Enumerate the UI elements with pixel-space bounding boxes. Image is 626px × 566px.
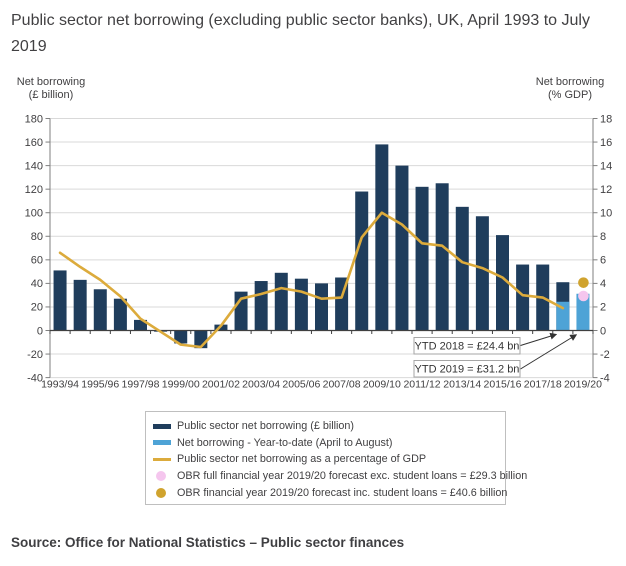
legend: Public sector net borrowing (£ billion) N… bbox=[145, 411, 527, 505]
bar-1994/95 bbox=[73, 279, 87, 331]
bar-2014/15 bbox=[475, 216, 489, 331]
right-axis-unit-line1: Net borrowing bbox=[535, 76, 605, 88]
svg-text:6: 6 bbox=[600, 255, 606, 267]
svg-text:120: 120 bbox=[25, 184, 43, 196]
svg-text:-40: -40 bbox=[27, 372, 43, 384]
obr-forecast-dot bbox=[578, 290, 589, 302]
annotation-2019-20: YTD 2019 = £31.2 bn bbox=[413, 334, 578, 378]
forecast-dot-swatch-icon bbox=[156, 471, 166, 482]
svg-text:0: 0 bbox=[37, 325, 43, 337]
bar-1993/94 bbox=[53, 270, 67, 331]
bar-2010/11 bbox=[395, 165, 409, 331]
bar-1999/00 bbox=[174, 330, 188, 344]
x-axis-labels: 1993/94 1995/96 1997/98 1999/00 2001/02 2003/… bbox=[41, 379, 602, 391]
net-borrowing-chart: -40-20020406080100120140160180-4-2024681… bbox=[25, 113, 613, 391]
x-tick-label: 2007/08 bbox=[323, 379, 361, 391]
svg-text:40: 40 bbox=[31, 278, 43, 290]
x-tick-label: 2005/06 bbox=[282, 379, 320, 391]
x-axis-zero-line bbox=[49, 329, 594, 334]
x-tick-label: 1997/98 bbox=[122, 379, 160, 391]
legend-item: OBR full financial year 2019/20 forecast… bbox=[153, 468, 527, 485]
svg-text:20: 20 bbox=[31, 302, 43, 314]
x-tick-label: 2015/16 bbox=[484, 379, 522, 391]
bars-net-borrowing bbox=[53, 144, 570, 349]
y-axis-left: -40 -20 0 20 40 60 80 100 120 140 160 180 bbox=[25, 113, 51, 384]
svg-text:60: 60 bbox=[31, 255, 43, 267]
svg-text:80: 80 bbox=[31, 231, 43, 243]
legend-item: OBR financial year 2019/20 forecast inc.… bbox=[153, 484, 507, 501]
legend-label: OBR full financial year 2019/20 forecast… bbox=[177, 470, 528, 483]
obr-forecast-dot bbox=[578, 277, 589, 288]
left-axis-unit-label: Net borrowing (£ billion) bbox=[7, 76, 95, 102]
bar-2005/06 bbox=[294, 278, 308, 331]
x-tick-label: 1995/96 bbox=[81, 379, 119, 391]
bar-2012/13 bbox=[435, 183, 449, 331]
bar-1995/96 bbox=[93, 289, 107, 331]
bar-ytd-2019/20 bbox=[576, 293, 590, 331]
bar-2016/17 bbox=[516, 264, 530, 331]
bar-swatch-icon bbox=[153, 440, 171, 446]
x-tick-label: 2001/02 bbox=[202, 379, 240, 391]
x-tick-label: 2017/18 bbox=[524, 379, 562, 391]
bar-swatch-icon bbox=[153, 423, 171, 429]
y-axis-right: -4 -2 0 2 4 6 8 10 12 14 16 18 bbox=[592, 113, 612, 384]
x-tick-label: 2013/14 bbox=[443, 379, 481, 391]
bar-2008/09 bbox=[355, 191, 369, 331]
bar-2015/16 bbox=[496, 235, 509, 331]
bar-2013/14 bbox=[455, 206, 469, 331]
svg-text:14: 14 bbox=[600, 160, 612, 172]
bar-2004/05 bbox=[274, 272, 288, 331]
bar-2003/04 bbox=[254, 281, 268, 331]
legend-label: Net borrowing - Year-to-date (April to A… bbox=[177, 436, 393, 449]
svg-text:140: 140 bbox=[25, 160, 43, 172]
gdp-line-swatch-icon bbox=[153, 458, 171, 461]
left-axis-unit-line2: (£ billion) bbox=[28, 89, 74, 101]
svg-text:100: 100 bbox=[25, 208, 43, 220]
svg-text:4: 4 bbox=[600, 278, 606, 290]
x-tick-label: 2003/04 bbox=[242, 379, 280, 391]
svg-text:12: 12 bbox=[600, 184, 612, 196]
legend-label: Public sector net borrowing as a percent… bbox=[177, 453, 427, 466]
svg-text:2: 2 bbox=[600, 302, 606, 314]
bar-1997/98 bbox=[134, 319, 147, 331]
bar-2011/12 bbox=[415, 186, 429, 331]
annotation-2018-19: YTD 2018 = £24.4 bn bbox=[413, 332, 558, 355]
legend-item: Public sector net borrowing as a percent… bbox=[153, 451, 501, 468]
gdp-line bbox=[58, 211, 565, 349]
x-tick-label: 1999/00 bbox=[162, 379, 200, 391]
svg-text:10: 10 bbox=[600, 208, 612, 220]
annotation-label: YTD 2018 = £24.4 bn bbox=[415, 341, 520, 353]
bar-1996/97 bbox=[113, 298, 127, 331]
x-tick-label: 1993/94 bbox=[41, 379, 79, 391]
svg-text:-4: -4 bbox=[600, 372, 610, 384]
bar-ytd-2018/19 bbox=[556, 301, 570, 331]
bar-2006/07 bbox=[315, 283, 328, 331]
svg-text:0: 0 bbox=[600, 325, 606, 337]
right-axis-unit-line2: (% GDP) bbox=[548, 89, 592, 101]
svg-text:160: 160 bbox=[25, 137, 43, 149]
source-text: Source: Office for National Statistics –… bbox=[11, 535, 405, 550]
forecast-dot-swatch-icon bbox=[156, 487, 166, 498]
svg-text:-20: -20 bbox=[27, 349, 43, 361]
x-tick-label: 2009/10 bbox=[363, 379, 401, 391]
svg-text:180: 180 bbox=[25, 113, 43, 125]
svg-text:18: 18 bbox=[600, 113, 612, 125]
x-tick-label: 2019/20 bbox=[564, 379, 602, 391]
x-tick-label: 2011/12 bbox=[403, 379, 440, 391]
legend-item: Net borrowing - Year-to-date (April to A… bbox=[153, 435, 501, 452]
obr-forecast-dots bbox=[578, 277, 589, 302]
bar-2009/10 bbox=[375, 144, 389, 331]
annotation-label: YTD 2019 = £31.2 bn bbox=[415, 364, 520, 376]
svg-text:16: 16 bbox=[600, 137, 612, 149]
chart-title: Public sector net borrowing (excluding p… bbox=[11, 12, 590, 55]
legend-label: Public sector net borrowing (£ billion) bbox=[177, 420, 355, 433]
svg-text:-2: -2 bbox=[600, 349, 610, 361]
legend-label: OBR financial year 2019/20 forecast inc.… bbox=[177, 486, 508, 499]
svg-text:8: 8 bbox=[600, 231, 606, 243]
left-axis-unit-line1: Net borrowing bbox=[16, 76, 86, 88]
bars-ytd bbox=[556, 293, 590, 331]
right-axis-unit-label: Net borrowing (% GDP) bbox=[527, 76, 613, 102]
legend-item: Public sector net borrowing (£ billion) bbox=[153, 418, 501, 435]
